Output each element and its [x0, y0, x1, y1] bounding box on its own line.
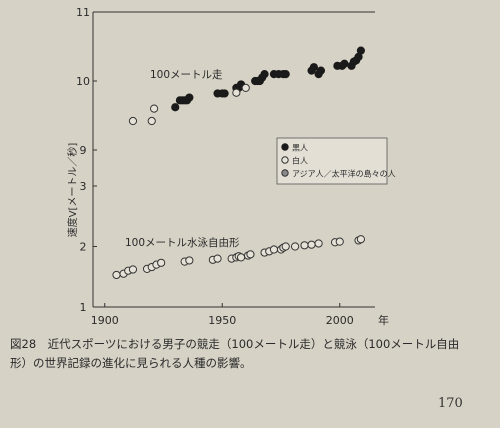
x-axis-label: 年 — [378, 313, 389, 327]
data-point — [309, 63, 318, 72]
data-point — [241, 83, 250, 93]
data-point — [356, 235, 365, 244]
data-point — [269, 245, 279, 254]
data-point — [185, 256, 194, 265]
data-point — [316, 66, 326, 75]
page-number: 170 — [438, 396, 463, 411]
data-point — [213, 254, 222, 263]
data-point — [236, 253, 246, 262]
data-point — [356, 46, 365, 55]
x-tick-label: 1900 — [91, 314, 119, 327]
legend-marker — [281, 169, 289, 177]
series-annotation: 100メートル水泳自由形 — [125, 236, 240, 249]
data-point — [260, 70, 269, 79]
data-point — [307, 240, 316, 249]
data-point — [157, 258, 166, 267]
data-point — [335, 237, 344, 246]
x-tick-label: 2000 — [326, 314, 354, 327]
series-annotation: 100メートル走 — [150, 69, 223, 81]
data-point — [281, 242, 290, 251]
marks — [112, 46, 365, 280]
legend-label: アジア人／太平洋の島々の人 — [292, 169, 396, 179]
axes: 9 10 11 100メートル走 1 2 3 100メートル水泳自由形 速度V[メートル／秒] 1… — [66, 6, 389, 327]
data-point — [314, 239, 323, 248]
data-point — [128, 265, 138, 274]
y-tick-label: 3 — [80, 180, 87, 193]
data-point — [291, 242, 300, 251]
chart: 9 10 11 100メートル走 1 2 3 100メートル水泳自由形 速度V[メートル／秒] 1… — [66, 6, 396, 327]
data-point — [281, 70, 290, 79]
data-point — [112, 270, 121, 280]
legend-box — [276, 137, 388, 185]
data-point — [300, 241, 309, 250]
legend-marker — [281, 143, 289, 151]
figure-caption: 図28 近代スポーツにおける男子の競走（100メートル走）と競泳（100メートル… — [10, 337, 460, 370]
data-point — [185, 93, 194, 102]
y-tick-label: 10 — [76, 75, 90, 88]
x-tick-label: 1950 — [208, 314, 236, 327]
y-axis-label: 速度V[メートル／秒] — [66, 143, 79, 238]
y-tick-label: 1 — [80, 301, 87, 314]
data-point — [150, 104, 159, 113]
data-point — [171, 103, 180, 112]
data-point — [246, 250, 255, 259]
data-point — [232, 88, 241, 97]
legend-label: 白人 — [292, 156, 308, 166]
y-tick-label: 9 — [80, 144, 87, 157]
y-tick-label: 11 — [76, 6, 90, 19]
data-point — [128, 116, 138, 126]
legend-label: 黒人 — [292, 144, 308, 153]
legend-marker — [281, 156, 289, 164]
data-point — [147, 116, 156, 126]
data-point — [220, 89, 229, 98]
y-tick-label: 2 — [80, 241, 87, 254]
data-point — [340, 59, 349, 68]
